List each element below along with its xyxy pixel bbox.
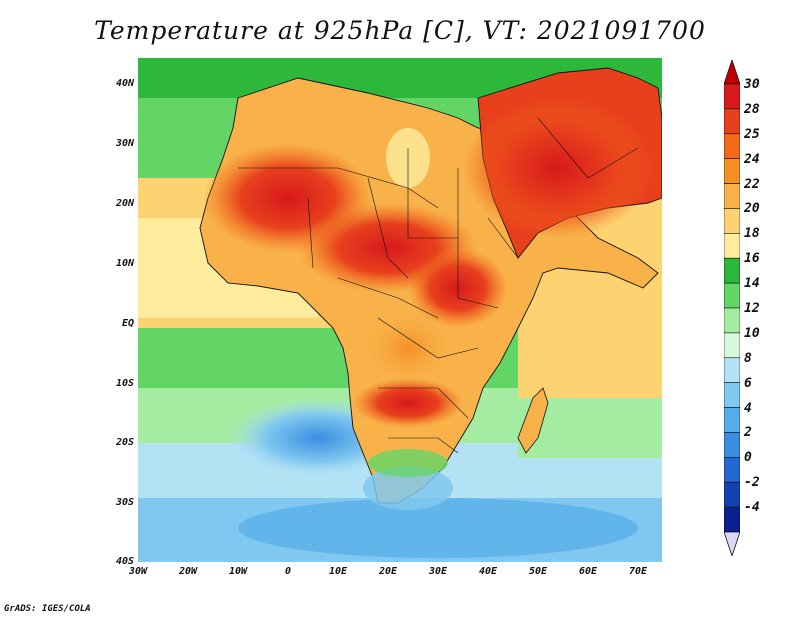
- colorbar-label: 28: [744, 101, 760, 117]
- lon-label: 40E: [478, 566, 498, 577]
- colorbar-label: 12: [744, 301, 760, 316]
- band-indian: [518, 288, 662, 408]
- colorbar-swatch: [724, 183, 740, 209]
- colorbar-swatch: [724, 332, 740, 359]
- colorbar-swatch: [724, 481, 740, 508]
- colorbar-swatch: [724, 108, 740, 135]
- lat-label: 20S: [115, 437, 134, 448]
- colorbar-label: 10: [744, 325, 760, 341]
- lat-label: 20N: [115, 198, 134, 209]
- map-title: Temperature at 925hPa [C], VT: 202109170…: [94, 16, 706, 45]
- colorbar-label: 6: [744, 375, 752, 391]
- lon-label: 50E: [528, 566, 548, 577]
- colorbar-label: 18: [744, 226, 760, 242]
- colorbar-swatch: [724, 457, 740, 483]
- hot-arabia: [463, 98, 653, 238]
- colorbar-swatch: [724, 208, 740, 234]
- cold-pool-s: [238, 498, 638, 558]
- colorbar-swatch: [724, 83, 740, 110]
- colorbar-label: 25: [744, 126, 760, 142]
- lon-label: 20W: [178, 566, 198, 577]
- colorbar-swatch: [724, 282, 740, 309]
- lat-label: EQ: [121, 318, 134, 329]
- lat-label: 10S: [115, 378, 134, 389]
- colorbar-swatch: [724, 307, 740, 334]
- hot-south: [353, 378, 463, 428]
- colorbar-label: 30: [744, 77, 760, 92]
- colorbar-swatch: [724, 506, 740, 533]
- lat-label: 40N: [115, 78, 134, 89]
- lat-label: 30S: [115, 497, 134, 508]
- colorbar-label: -4: [744, 500, 760, 516]
- lon-label: 0: [284, 566, 292, 577]
- cool-southafrica: [363, 466, 453, 510]
- warm-central: [358, 308, 458, 388]
- colorbar-bottom-arrow: [724, 531, 740, 556]
- colorbar-swatch: [724, 382, 740, 408]
- colorbar-label: 8: [744, 350, 752, 366]
- lat-label: 30N: [115, 138, 134, 149]
- lat-label: 10N: [115, 258, 134, 269]
- colorbar-top-arrow: [724, 60, 740, 85]
- lon-label: 30E: [428, 566, 448, 577]
- colorbar-swatch: [724, 158, 740, 184]
- country-borders: [238, 117, 639, 454]
- lon-label: 60E: [578, 566, 598, 577]
- colorbar-swatch: [724, 432, 740, 458]
- lat-label: 40S: [115, 556, 134, 567]
- colorbar-swatch: [724, 257, 740, 284]
- colorbar-label: 24: [744, 151, 760, 167]
- colorbar-swatch: [724, 407, 740, 433]
- green-southafrica: [368, 449, 448, 477]
- colorbar-label: 2: [744, 425, 752, 441]
- colorbar-label: 4: [744, 400, 752, 416]
- colorbar-label: -2: [744, 475, 760, 491]
- colorbar: [724, 60, 740, 556]
- lon-label: 30W: [128, 566, 148, 577]
- lon-label: 10W: [228, 566, 248, 577]
- colorbar-label: 14: [744, 276, 760, 292]
- lon-label: 20E: [378, 566, 398, 577]
- madagascar-land: [517, 387, 549, 454]
- colorbar-swatch: [724, 233, 740, 259]
- colorbar-label: 22: [744, 176, 760, 192]
- colorbar-label: 0: [744, 450, 752, 466]
- colorbar-label: 20: [744, 201, 760, 217]
- colorbar-swatch: [724, 133, 740, 159]
- colorbar-label: 16: [744, 251, 760, 267]
- lon-label: 10E: [328, 566, 348, 577]
- colorbar-swatch: [724, 357, 740, 383]
- credit-footer: GrADS: IGES/COLA: [4, 604, 91, 614]
- temperature-map: [138, 58, 662, 562]
- lon-label: 70E: [628, 566, 648, 577]
